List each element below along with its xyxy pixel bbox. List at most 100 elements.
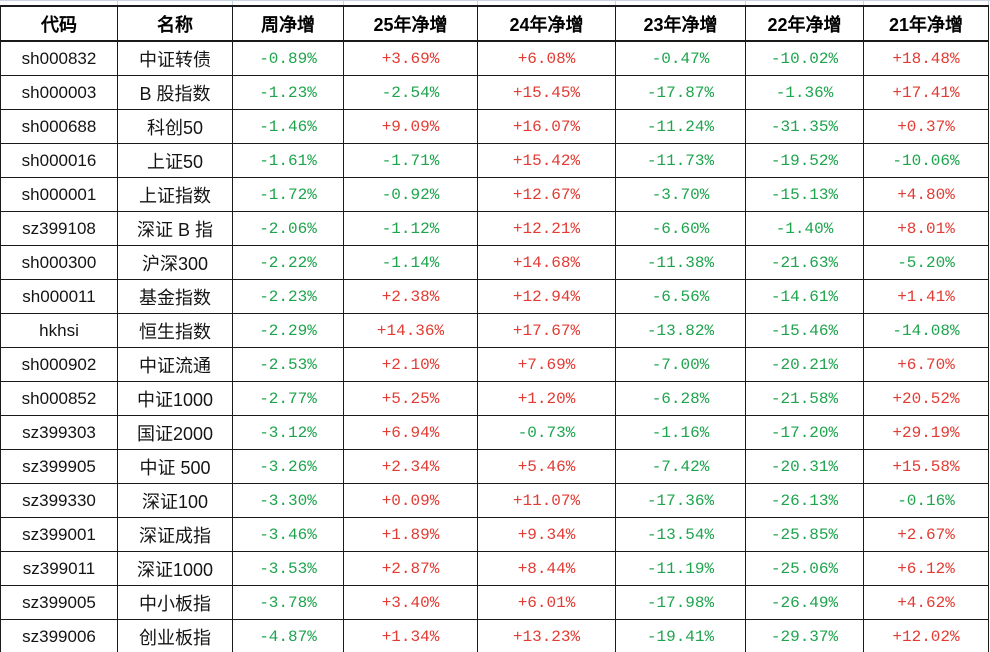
return-value-cell[interactable]: -0.47% bbox=[615, 40, 746, 76]
index-name-cell[interactable]: 中证 500 bbox=[117, 449, 233, 484]
return-value-cell[interactable]: +11.07% bbox=[477, 483, 616, 518]
return-value-cell[interactable]: -11.24% bbox=[615, 109, 746, 144]
index-code-cell[interactable]: sh000001 bbox=[0, 177, 118, 212]
index-name-cell[interactable]: 中证流通 bbox=[117, 347, 233, 382]
return-value-cell[interactable]: +8.44% bbox=[477, 551, 616, 586]
return-value-cell[interactable]: -10.06% bbox=[863, 143, 989, 178]
index-name-cell[interactable]: 科创50 bbox=[117, 109, 233, 144]
return-value-cell[interactable]: -1.12% bbox=[343, 211, 478, 246]
return-value-cell[interactable]: -0.16% bbox=[863, 483, 989, 518]
return-value-cell[interactable]: +1.89% bbox=[343, 517, 478, 552]
return-value-cell[interactable]: -19.41% bbox=[615, 619, 746, 652]
index-code-cell[interactable]: sh000832 bbox=[0, 40, 118, 76]
index-code-cell[interactable]: sh000003 bbox=[0, 75, 118, 110]
return-value-cell[interactable]: +6.70% bbox=[863, 347, 989, 382]
return-value-cell[interactable]: -21.63% bbox=[745, 245, 864, 280]
return-value-cell[interactable]: -17.87% bbox=[615, 75, 746, 110]
column-header-0[interactable]: 代码 bbox=[0, 5, 118, 42]
index-code-cell[interactable]: sz399108 bbox=[0, 211, 118, 246]
return-value-cell[interactable]: -0.73% bbox=[477, 415, 616, 450]
return-value-cell[interactable]: -26.13% bbox=[745, 483, 864, 518]
index-code-cell[interactable]: sz399330 bbox=[0, 483, 118, 518]
column-header-3[interactable]: 25年净增 bbox=[343, 5, 478, 42]
index-name-cell[interactable]: 上证指数 bbox=[117, 177, 233, 212]
return-value-cell[interactable]: -15.13% bbox=[745, 177, 864, 212]
return-value-cell[interactable]: -2.77% bbox=[232, 381, 344, 416]
return-value-cell[interactable]: +1.41% bbox=[863, 279, 989, 314]
return-value-cell[interactable]: -1.40% bbox=[745, 211, 864, 246]
return-value-cell[interactable]: +6.08% bbox=[477, 40, 616, 76]
return-value-cell[interactable]: -14.61% bbox=[745, 279, 864, 314]
return-value-cell[interactable]: -4.87% bbox=[232, 619, 344, 652]
return-value-cell[interactable]: -10.02% bbox=[745, 40, 864, 76]
return-value-cell[interactable]: +20.52% bbox=[863, 381, 989, 416]
column-header-7[interactable]: 21年净增 bbox=[863, 5, 989, 42]
return-value-cell[interactable]: +5.46% bbox=[477, 449, 616, 484]
return-value-cell[interactable]: -7.42% bbox=[615, 449, 746, 484]
return-value-cell[interactable]: +15.45% bbox=[477, 75, 616, 110]
return-value-cell[interactable]: -1.71% bbox=[343, 143, 478, 178]
return-value-cell[interactable]: -14.08% bbox=[863, 313, 989, 348]
index-code-cell[interactable]: sz399905 bbox=[0, 449, 118, 484]
return-value-cell[interactable]: -20.21% bbox=[745, 347, 864, 382]
return-value-cell[interactable]: +16.07% bbox=[477, 109, 616, 144]
return-value-cell[interactable]: -19.52% bbox=[745, 143, 864, 178]
return-value-cell[interactable]: -26.49% bbox=[745, 585, 864, 620]
return-value-cell[interactable]: -17.98% bbox=[615, 585, 746, 620]
return-value-cell[interactable]: -7.00% bbox=[615, 347, 746, 382]
return-value-cell[interactable]: +6.12% bbox=[863, 551, 989, 586]
return-value-cell[interactable]: -1.14% bbox=[343, 245, 478, 280]
return-value-cell[interactable]: -2.22% bbox=[232, 245, 344, 280]
return-value-cell[interactable]: -1.16% bbox=[615, 415, 746, 450]
return-value-cell[interactable]: -1.23% bbox=[232, 75, 344, 110]
return-value-cell[interactable]: +3.40% bbox=[343, 585, 478, 620]
index-name-cell[interactable]: 基金指数 bbox=[117, 279, 233, 314]
return-value-cell[interactable]: +13.23% bbox=[477, 619, 616, 652]
index-name-cell[interactable]: 深证成指 bbox=[117, 517, 233, 552]
index-name-cell[interactable]: 创业板指 bbox=[117, 619, 233, 652]
return-value-cell[interactable]: -15.46% bbox=[745, 313, 864, 348]
column-header-1[interactable]: 名称 bbox=[117, 5, 233, 42]
index-name-cell[interactable]: 深证 B 指 bbox=[117, 211, 233, 246]
index-name-cell[interactable]: 深证1000 bbox=[117, 551, 233, 586]
return-value-cell[interactable]: +12.67% bbox=[477, 177, 616, 212]
return-value-cell[interactable]: -2.29% bbox=[232, 313, 344, 348]
return-value-cell[interactable]: -13.54% bbox=[615, 517, 746, 552]
return-value-cell[interactable]: +9.09% bbox=[343, 109, 478, 144]
return-value-cell[interactable]: -6.56% bbox=[615, 279, 746, 314]
index-name-cell[interactable]: 深证100 bbox=[117, 483, 233, 518]
return-value-cell[interactable]: -11.19% bbox=[615, 551, 746, 586]
return-value-cell[interactable]: -2.23% bbox=[232, 279, 344, 314]
return-value-cell[interactable]: -20.31% bbox=[745, 449, 864, 484]
return-value-cell[interactable]: +0.09% bbox=[343, 483, 478, 518]
column-header-5[interactable]: 23年净增 bbox=[615, 5, 746, 42]
return-value-cell[interactable]: -2.06% bbox=[232, 211, 344, 246]
return-value-cell[interactable]: -17.36% bbox=[615, 483, 746, 518]
return-value-cell[interactable]: -31.35% bbox=[745, 109, 864, 144]
return-value-cell[interactable]: -3.53% bbox=[232, 551, 344, 586]
index-name-cell[interactable]: 中小板指 bbox=[117, 585, 233, 620]
return-value-cell[interactable]: +7.69% bbox=[477, 347, 616, 382]
return-value-cell[interactable]: -1.72% bbox=[232, 177, 344, 212]
return-value-cell[interactable]: +15.42% bbox=[477, 143, 616, 178]
index-code-cell[interactable]: sh000902 bbox=[0, 347, 118, 382]
return-value-cell[interactable]: +17.67% bbox=[477, 313, 616, 348]
index-code-cell[interactable]: sz399001 bbox=[0, 517, 118, 552]
return-value-cell[interactable]: +2.34% bbox=[343, 449, 478, 484]
index-name-cell[interactable]: 国证2000 bbox=[117, 415, 233, 450]
index-code-cell[interactable]: sz399005 bbox=[0, 585, 118, 620]
index-code-cell[interactable]: sh000300 bbox=[0, 245, 118, 280]
return-value-cell[interactable]: -6.28% bbox=[615, 381, 746, 416]
index-code-cell[interactable]: sh000852 bbox=[0, 381, 118, 416]
return-value-cell[interactable]: -21.58% bbox=[745, 381, 864, 416]
index-code-cell[interactable]: sh000011 bbox=[0, 279, 118, 314]
return-value-cell[interactable]: -25.85% bbox=[745, 517, 864, 552]
return-value-cell[interactable]: -1.61% bbox=[232, 143, 344, 178]
return-value-cell[interactable]: +6.01% bbox=[477, 585, 616, 620]
index-code-cell[interactable]: sz399006 bbox=[0, 619, 118, 652]
return-value-cell[interactable]: +14.36% bbox=[343, 313, 478, 348]
return-value-cell[interactable]: +3.69% bbox=[343, 40, 478, 76]
index-code-cell[interactable]: hkhsi bbox=[0, 313, 118, 348]
index-name-cell[interactable]: 恒生指数 bbox=[117, 313, 233, 348]
return-value-cell[interactable]: -3.30% bbox=[232, 483, 344, 518]
